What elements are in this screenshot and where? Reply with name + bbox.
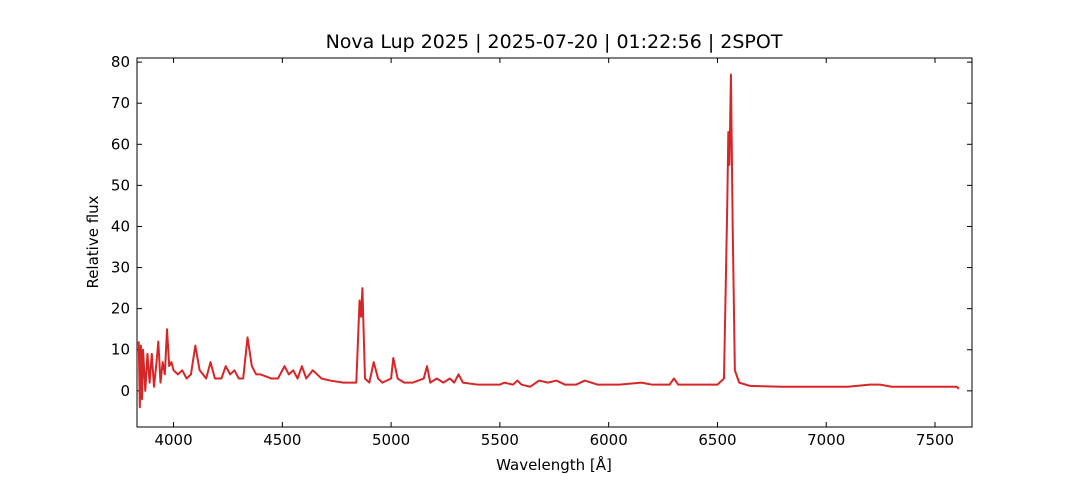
x-tick-label: 5500	[481, 431, 519, 449]
y-tick-label: 10	[111, 341, 130, 359]
y-tick-label: 60	[111, 135, 130, 153]
x-axis-label: Wavelength [Å]	[496, 455, 612, 474]
y-tick-label: 50	[111, 176, 130, 194]
y-tick-label: 0	[120, 382, 130, 400]
x-tick-label: 4000	[154, 431, 192, 449]
chart-title: Nova Lup 2025 | 2025-07-20 | 01:22:56 | …	[326, 31, 783, 53]
x-tick-label: 7500	[916, 431, 954, 449]
plot-frame	[136, 57, 973, 428]
y-tick-label: 80	[111, 53, 130, 71]
y-axis-label: Relative flux	[84, 195, 102, 288]
y-tick-label: 30	[111, 259, 130, 277]
x-tick-label: 4500	[263, 431, 301, 449]
x-tick-label: 6500	[698, 431, 736, 449]
y-tick-label: 40	[111, 217, 130, 235]
y-tick-label: 70	[111, 94, 130, 112]
spectrum-line	[137, 73, 960, 409]
y-tick-label: 20	[111, 300, 130, 318]
x-tick-label: 5000	[372, 431, 410, 449]
x-tick-label: 6000	[590, 431, 628, 449]
x-tick-label: 7000	[807, 431, 845, 449]
